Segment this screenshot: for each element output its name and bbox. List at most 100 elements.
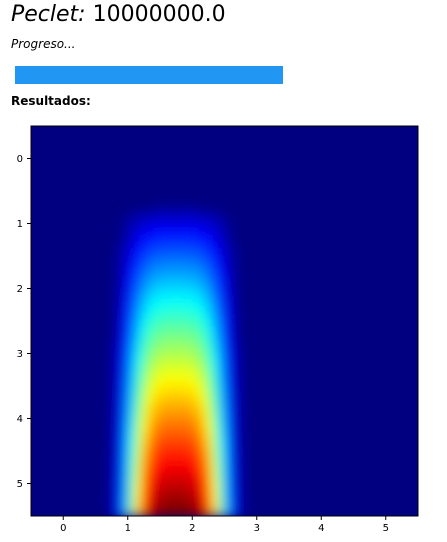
heatmap-cell [134,256,142,264]
heatmap-cell [153,217,161,225]
peclet-value: 10000000.0 [92,2,226,27]
heatmap-cell [153,438,161,446]
heatmap-cell [140,269,148,277]
heatmap-cell [127,249,135,257]
heatmap-cell [205,327,213,335]
heatmap-cell [192,392,200,400]
heatmap-cell [108,399,116,407]
heatmap-cell [127,418,135,426]
heatmap-cell [179,425,187,433]
heatmap-cell [211,496,219,504]
heatmap-cell [179,392,187,400]
heatmap-cell [198,379,206,387]
heatmap-cell [121,509,129,516]
heatmap-cell [127,431,135,439]
heatmap-cell [147,223,155,231]
heatmap-cell [121,275,129,283]
heatmap-cell [211,457,219,465]
heatmap-cell [185,236,193,244]
heatmap-cell [134,379,142,387]
heatmap-cell [185,256,193,264]
heatmap-cell [166,230,174,238]
heatmap-cell [224,288,232,296]
heatmap-cell [198,243,206,251]
heatmap-cell [114,275,122,283]
heatmap-cell [179,249,187,257]
heatmap-cell [198,327,206,335]
heatmap-cell [211,282,219,290]
heatmap-cell [179,275,187,283]
heatmap-cell [185,412,193,420]
heatmap-cell [140,405,148,413]
heatmap-cell [179,223,187,231]
heatmap-cell [211,210,219,218]
heatmap-cell [147,321,155,329]
heatmap-cell [192,223,200,231]
heatmap-cell [224,217,232,225]
heatmap-cell [218,379,226,387]
heatmap-cell [166,425,174,433]
heatmap-cell [121,405,129,413]
heatmap-cell [114,431,122,439]
x-tick-label: 2 [189,523,195,534]
heatmap-cell [218,210,226,218]
heatmap-cell [160,282,168,290]
heatmap-cell [230,470,238,478]
heatmap-cell [198,373,206,381]
heatmap-cell [108,405,116,413]
heatmap-cell [205,223,213,231]
heatmap-cell [127,509,135,516]
heatmap-cell [198,392,206,400]
heatmap-cell [179,288,187,296]
heatmap-cell [127,269,135,277]
heatmap-cell [211,464,219,472]
heatmap-cell [172,275,180,283]
heatmap-cell [237,503,245,511]
heatmap-cell [153,386,161,394]
heatmap-cell [198,236,206,244]
heatmap-cell [160,340,168,348]
heatmap-cell [179,418,187,426]
heatmap-cell [230,275,238,283]
x-tick-label: 0 [60,523,66,534]
heatmap-cell [121,223,129,231]
heatmap-cell [166,301,174,309]
heatmap-cell [218,470,226,478]
heatmap-cell [211,373,219,381]
heatmap-cell [185,379,193,387]
heatmap-cell [224,275,232,283]
heatmap-cell [140,373,148,381]
heatmap-cell [166,262,174,270]
heatmap-cell [211,392,219,400]
heatmap-cell [127,379,135,387]
heatmap-cell [153,483,161,491]
heatmap-cell [198,321,206,329]
heatmap-cell [160,470,168,478]
heatmap-cell [179,217,187,225]
heatmap-cell [121,366,129,374]
heatmap-cell [237,431,245,439]
heatmap-cell [172,379,180,387]
heatmap-cell [211,509,219,516]
heatmap-cell [134,236,142,244]
heatmap-cell [205,405,213,413]
heatmap-cell [114,288,122,296]
heatmap-cell [166,353,174,361]
heatmap-cell [153,275,161,283]
heatmap-cell [108,464,116,472]
heatmap-cell [224,360,232,368]
heatmap-cell [185,223,193,231]
heatmap-cell [179,334,187,342]
heatmap-cell [147,340,155,348]
heatmap-cell [218,431,226,439]
heatmap-cell [134,217,142,225]
heatmap-cell [211,295,219,303]
heatmap-cell [198,477,206,485]
heatmap-cell [153,249,161,257]
heatmap-cell [153,204,161,212]
heatmap-cell [230,366,238,374]
heatmap-cell [192,288,200,296]
heatmap-cell [172,301,180,309]
heatmap-cell [140,503,148,511]
heatmap-cell [108,340,116,348]
